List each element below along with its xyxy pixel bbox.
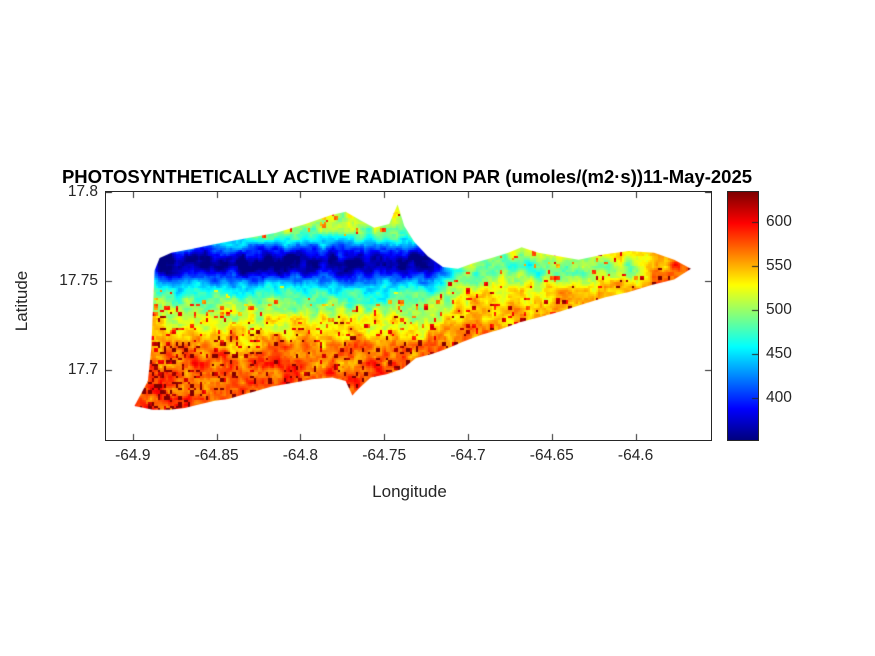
colorbar — [727, 191, 759, 441]
colorbar-tick-label: 400 — [766, 388, 792, 406]
chart-title: PHOTOSYNTHETICALLY ACTIVE RADIATION PAR … — [61, 166, 753, 187]
y-axis-label: Latitude — [12, 270, 31, 332]
x-tick-label: -64.7 — [450, 447, 486, 464]
colorbar-tick-label: 550 — [766, 256, 792, 274]
x-tick-label: -64.8 — [282, 447, 319, 464]
x-tick-label: -64.6 — [617, 447, 654, 464]
x-tick-label: -64.9 — [115, 447, 151, 464]
x-tick-label: -64.65 — [529, 447, 574, 464]
colorbar-canvas — [728, 192, 758, 440]
x-tick-label: -64.85 — [194, 447, 239, 464]
y-tick-label: 17.75 — [59, 272, 98, 290]
colorbar-tick-label: 450 — [766, 344, 792, 362]
heatmap-canvas — [106, 192, 711, 440]
x-tick-label: -64.75 — [362, 447, 407, 464]
plot-area — [105, 191, 712, 441]
y-tick-label: 17.7 — [67, 361, 98, 379]
colorbar-tick-label: 600 — [766, 212, 792, 230]
colorbar-tick-label: 500 — [766, 300, 792, 318]
x-axis-label: Longitude — [372, 482, 447, 501]
y-tick-label: 17.8 — [67, 183, 98, 200]
